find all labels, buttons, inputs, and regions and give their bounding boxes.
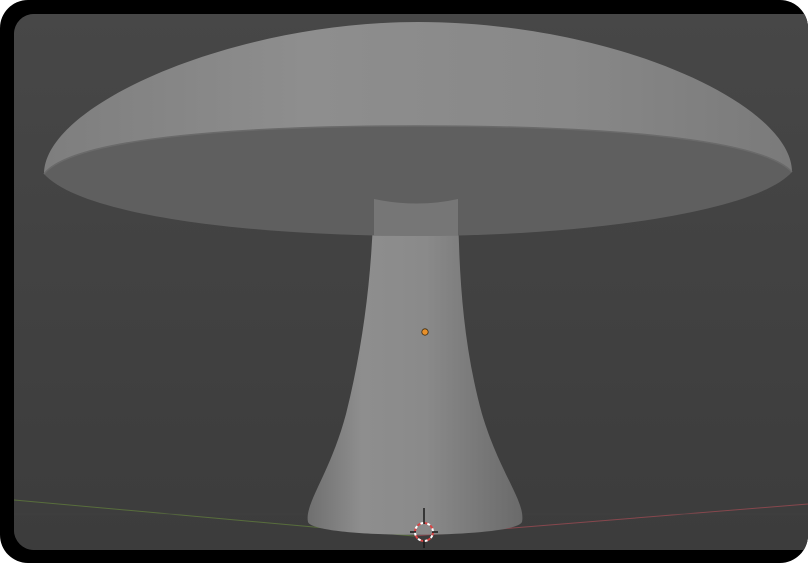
cap-rim-edge (43, 125, 793, 175)
3d-cursor-icon[interactable] (410, 508, 438, 548)
cap-underside (44, 126, 792, 236)
origin-dot-icon[interactable] (421, 328, 429, 336)
viewport-canvas[interactable] (14, 14, 808, 550)
mushroom-stem[interactable] (307, 174, 523, 535)
mushroom-cap[interactable] (44, 22, 792, 174)
stem-overlap (374, 199, 458, 236)
3d-viewport[interactable] (14, 14, 808, 550)
